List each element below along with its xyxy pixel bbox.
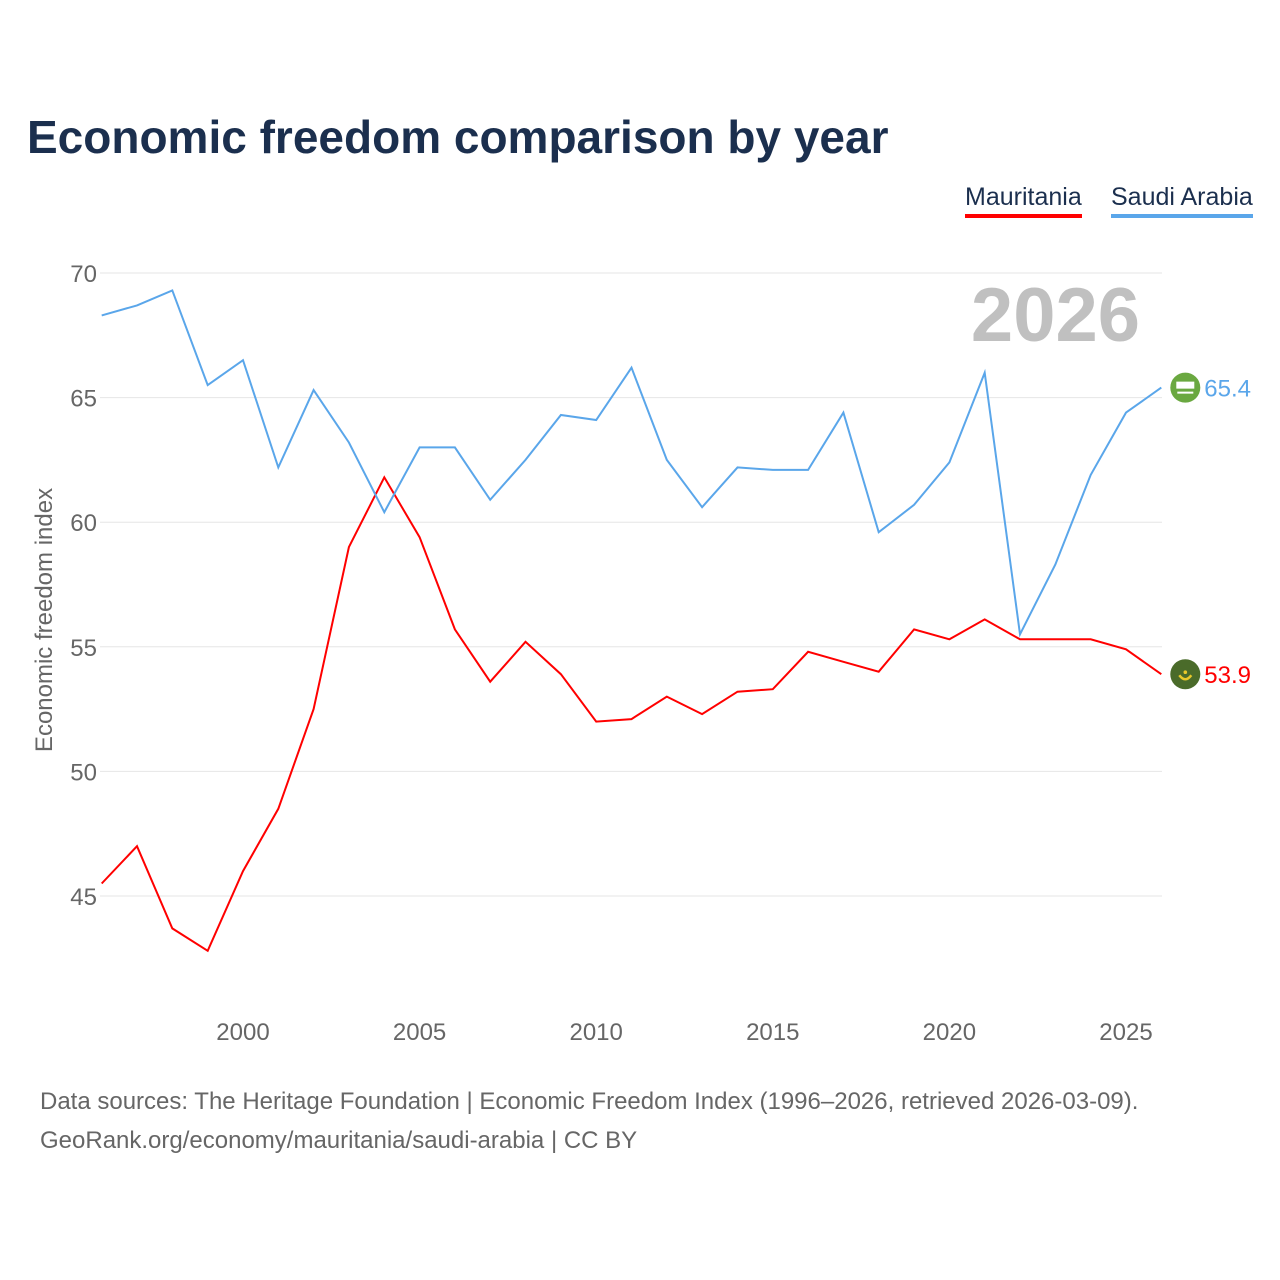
chart-title: Economic freedom comparison by year <box>27 111 889 163</box>
script-icon <box>1176 381 1195 389</box>
y-axis-label: Economic freedom index <box>31 488 58 752</box>
y-tick-label: 50 <box>70 759 97 786</box>
x-tick-label: 2025 <box>1099 1019 1152 1046</box>
mauritania-flag-icon <box>1170 659 1201 690</box>
source-link[interactable]: GeoRank.org/economy/mauritania/saudi-ara… <box>40 1127 638 1154</box>
end-value-label: 65.4 <box>1204 376 1251 403</box>
star-icon <box>1183 670 1188 675</box>
end-value-label: 53.9 <box>1204 662 1251 689</box>
x-tick-label: 2000 <box>216 1019 269 1046</box>
x-tick-label: 2015 <box>746 1019 799 1046</box>
y-tick-label: 45 <box>70 884 97 911</box>
x-tick-label: 2020 <box>923 1019 976 1046</box>
x-tick-label: 2005 <box>393 1019 446 1046</box>
y-tick-label: 65 <box>70 386 97 413</box>
year-label: 2026 <box>971 273 1140 358</box>
crescent-icon <box>1178 674 1193 681</box>
series-line-mauritania <box>100 475 1162 953</box>
legend-item-mauritania[interactable]: Mauritania <box>965 183 1082 218</box>
y-tick-label: 70 <box>70 261 97 288</box>
x-tick-label: 2010 <box>569 1019 622 1046</box>
data-sources: Data sources: The Heritage Foundation | … <box>40 1088 1139 1115</box>
y-tick-label: 55 <box>70 635 97 662</box>
sword-icon <box>1177 391 1194 394</box>
y-tick-label: 60 <box>70 510 97 537</box>
series-line-saudi-arabia <box>101 289 1162 638</box>
legend-item-saudi-arabia[interactable]: Saudi Arabia <box>1111 183 1253 218</box>
